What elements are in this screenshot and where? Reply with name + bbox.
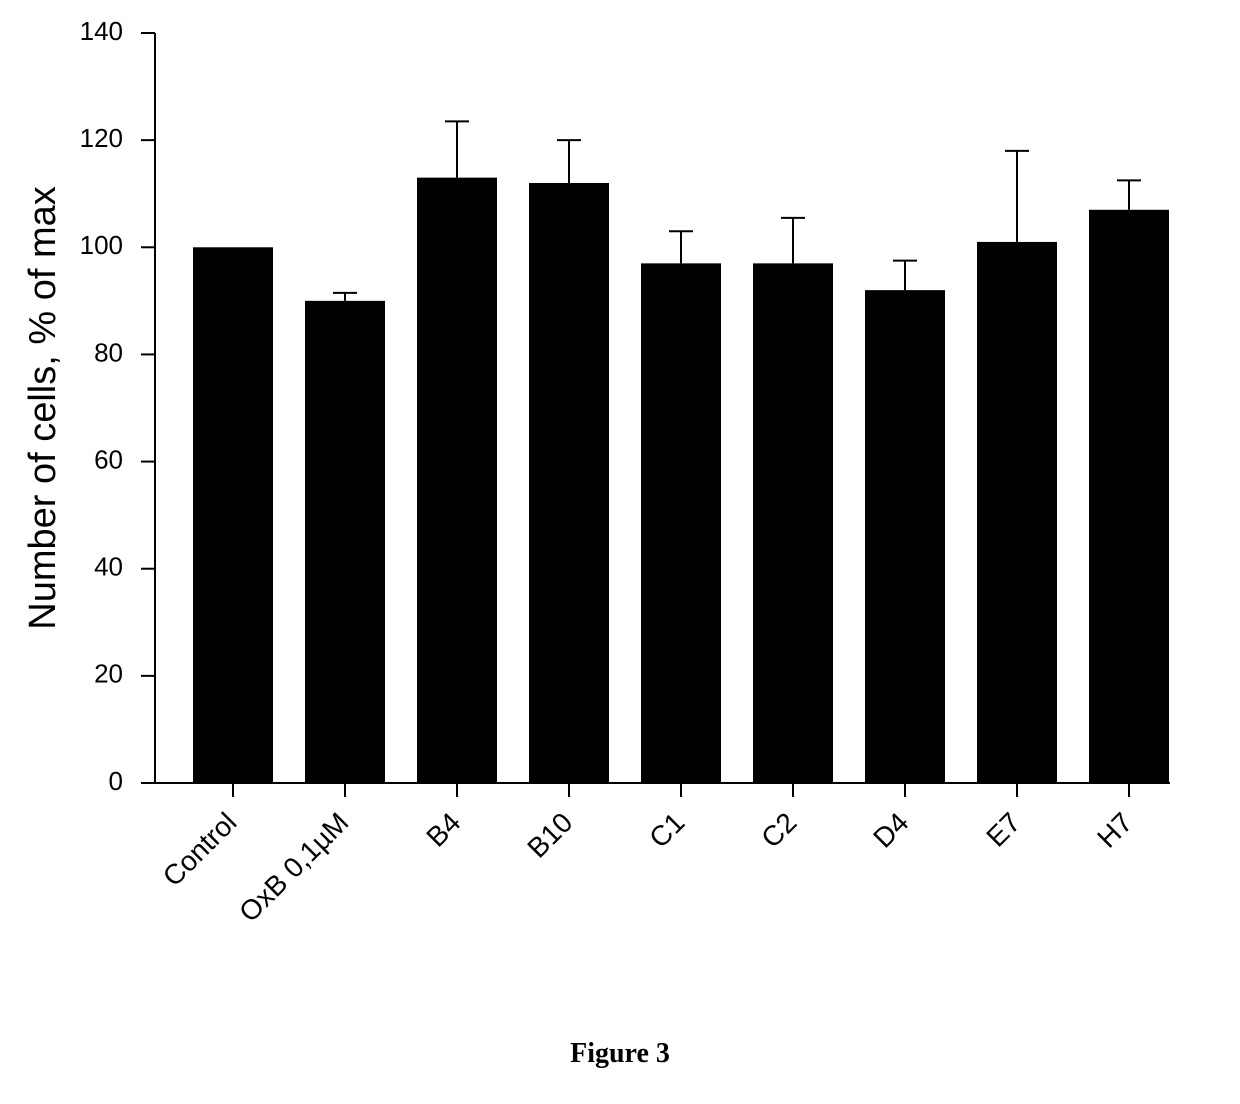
svg-text:B10: B10 [521, 807, 578, 864]
svg-text:E7: E7 [980, 807, 1026, 853]
svg-text:C2: C2 [755, 807, 802, 854]
svg-text:C1: C1 [643, 807, 690, 854]
svg-text:B4: B4 [420, 807, 466, 853]
svg-text:20: 20 [94, 659, 123, 689]
svg-text:D4: D4 [867, 807, 914, 854]
svg-text:140: 140 [80, 16, 123, 46]
svg-text:0: 0 [109, 766, 123, 796]
svg-text:120: 120 [80, 123, 123, 153]
svg-text:OxB 0,1µM: OxB 0,1µM [233, 807, 354, 928]
svg-text:H7: H7 [1091, 807, 1138, 854]
figure-container: 0 20 40 60 80 100 120 140 Number of cells, % of … [0, 0, 1240, 1104]
svg-text:80: 80 [94, 337, 123, 367]
svg-text:Control: Control [157, 807, 243, 893]
bar-chart: 0 20 40 60 80 100 120 140 Number of cells, % of … [0, 0, 1240, 1010]
svg-text:Number of cells, % of max: Number of cells, % of max [22, 186, 64, 629]
figure-caption: Figure 3 [0, 1038, 1240, 1070]
svg-text:60: 60 [94, 444, 123, 474]
svg-text:100: 100 [80, 230, 123, 260]
svg-text:40: 40 [94, 552, 123, 582]
